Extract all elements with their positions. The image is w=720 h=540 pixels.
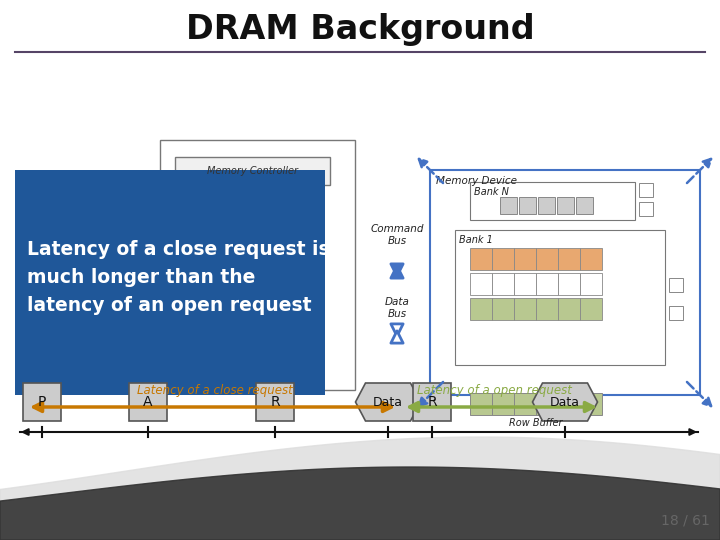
Bar xyxy=(514,298,536,320)
Text: 18 / 61: 18 / 61 xyxy=(661,514,710,528)
Bar xyxy=(580,248,602,270)
Bar xyxy=(639,183,653,197)
FancyBboxPatch shape xyxy=(15,170,325,395)
Bar xyxy=(580,393,602,415)
Bar xyxy=(580,273,602,295)
FancyBboxPatch shape xyxy=(129,383,167,421)
Text: Latency of a close request is
much longer than the
latency of an open request: Latency of a close request is much longe… xyxy=(27,240,330,315)
Bar xyxy=(558,298,580,320)
Bar xyxy=(558,393,580,415)
Bar xyxy=(580,298,602,320)
Bar xyxy=(430,170,700,395)
Bar xyxy=(536,393,558,415)
Bar xyxy=(536,273,558,295)
Text: R: R xyxy=(270,395,280,409)
Text: Data
Bus: Data Bus xyxy=(384,297,410,319)
Text: Bank N: Bank N xyxy=(474,187,509,197)
FancyBboxPatch shape xyxy=(256,383,294,421)
Text: Data: Data xyxy=(550,395,580,408)
Text: Command
Bus: Command Bus xyxy=(370,224,424,246)
Text: Latency of a open request: Latency of a open request xyxy=(417,384,572,397)
Bar xyxy=(536,298,558,320)
Bar xyxy=(492,248,514,270)
Text: Data: Data xyxy=(373,395,403,408)
Bar xyxy=(558,248,580,270)
Bar xyxy=(160,140,355,390)
Bar xyxy=(576,197,593,214)
Bar xyxy=(557,197,574,214)
Bar xyxy=(558,273,580,295)
Bar xyxy=(470,298,492,320)
Bar xyxy=(492,393,514,415)
Bar xyxy=(514,393,536,415)
Bar xyxy=(519,197,536,214)
Bar xyxy=(514,273,536,295)
FancyBboxPatch shape xyxy=(413,383,451,421)
Bar xyxy=(470,248,492,270)
Bar xyxy=(538,197,555,214)
Bar xyxy=(175,157,330,185)
Text: Bank 1: Bank 1 xyxy=(459,235,493,245)
Bar xyxy=(639,202,653,216)
Polygon shape xyxy=(356,383,420,421)
Bar xyxy=(669,306,683,320)
Bar xyxy=(536,248,558,270)
Text: Row Buffer: Row Buffer xyxy=(509,418,563,428)
Bar xyxy=(500,197,517,214)
Bar xyxy=(455,230,665,365)
Text: Memory Device: Memory Device xyxy=(436,176,517,186)
FancyBboxPatch shape xyxy=(23,383,61,421)
Text: Memory Controller: Memory Controller xyxy=(207,166,298,176)
Bar xyxy=(470,182,635,220)
Text: P: P xyxy=(38,395,46,409)
Text: Latency of a close request: Latency of a close request xyxy=(137,384,293,397)
Bar xyxy=(514,248,536,270)
Bar xyxy=(669,278,683,292)
Text: DRAM Background: DRAM Background xyxy=(186,14,534,46)
Bar xyxy=(470,393,492,415)
Polygon shape xyxy=(533,383,598,421)
Bar xyxy=(492,273,514,295)
Text: A: A xyxy=(143,395,153,409)
Bar xyxy=(470,273,492,295)
Text: R: R xyxy=(427,395,437,409)
Bar xyxy=(492,298,514,320)
